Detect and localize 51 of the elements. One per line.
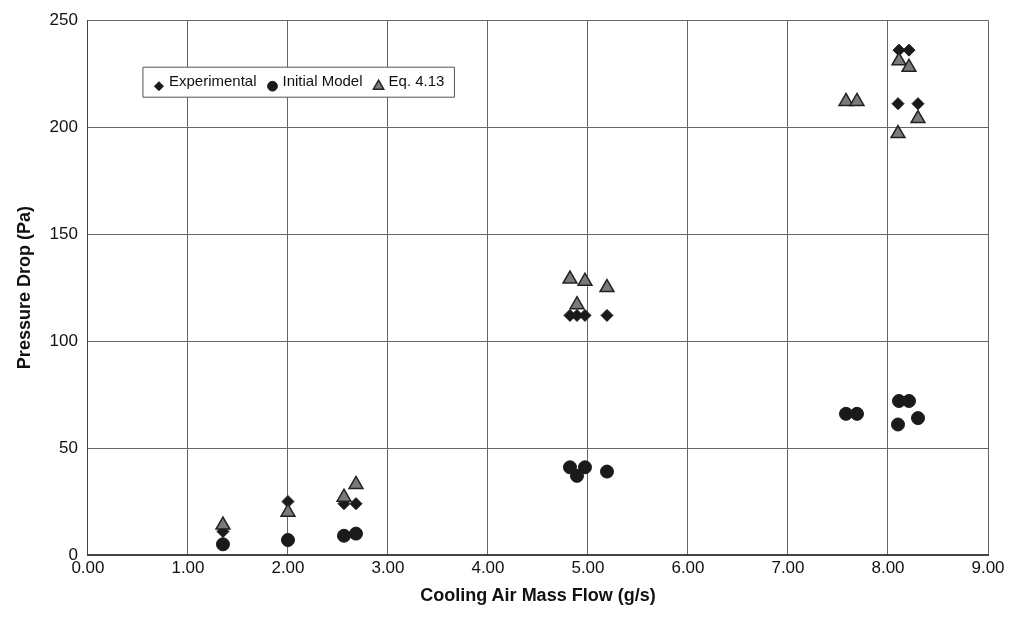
- point: [911, 97, 925, 111]
- y-axis-title: Pressure Drop (Pa): [13, 206, 34, 370]
- point: [569, 468, 584, 483]
- point: [902, 393, 916, 408]
- point: [562, 460, 577, 475]
- point: [569, 295, 585, 310]
- point: [901, 58, 917, 73]
- x-tick-label: 7.00: [771, 557, 805, 577]
- point: [336, 528, 351, 543]
- x-tick-label: 9.00: [971, 557, 1005, 577]
- y-tick-label: 150: [49, 223, 78, 243]
- point: [336, 488, 352, 502]
- point: [910, 109, 926, 124]
- point: [911, 411, 925, 426]
- x-tick-label: 6.00: [671, 557, 705, 577]
- point: [562, 270, 578, 284]
- point: [891, 52, 907, 66]
- point: [902, 43, 916, 57]
- point: [215, 516, 231, 530]
- point: [850, 406, 864, 421]
- point: [349, 497, 363, 511]
- point: [577, 272, 593, 286]
- point: [280, 503, 296, 517]
- legend-label: Initial Model: [282, 72, 363, 90]
- point: [599, 278, 615, 293]
- legend-label: Experimental: [168, 72, 257, 90]
- point: [890, 124, 906, 139]
- x-tick-label: 3.00: [371, 557, 405, 577]
- y-tick-label: 50: [59, 437, 78, 457]
- point: [891, 97, 905, 111]
- point: [215, 537, 230, 552]
- point: [600, 308, 614, 322]
- legend-label: Eq. 4.13: [388, 72, 445, 90]
- point: [599, 464, 614, 479]
- point: [891, 417, 905, 432]
- x-tick-label: 2.00: [271, 557, 305, 577]
- x-tick-label: 4.00: [471, 557, 505, 577]
- point: [577, 460, 592, 475]
- point: [849, 92, 865, 107]
- y-tick-label: 200: [49, 116, 78, 136]
- x-tick-label: 5.00: [571, 557, 605, 577]
- point: [280, 533, 295, 548]
- y-tick-label: 250: [49, 9, 78, 29]
- y-tick-label: 100: [49, 330, 78, 350]
- point: [578, 308, 592, 322]
- x-axis-title: Cooling Air Mass Flow (g/s): [420, 585, 656, 606]
- point: [838, 406, 853, 421]
- x-tick-label: 8.00: [871, 557, 905, 577]
- x-tick-label: 1.00: [171, 557, 205, 577]
- point: [348, 475, 364, 490]
- point: [348, 526, 363, 541]
